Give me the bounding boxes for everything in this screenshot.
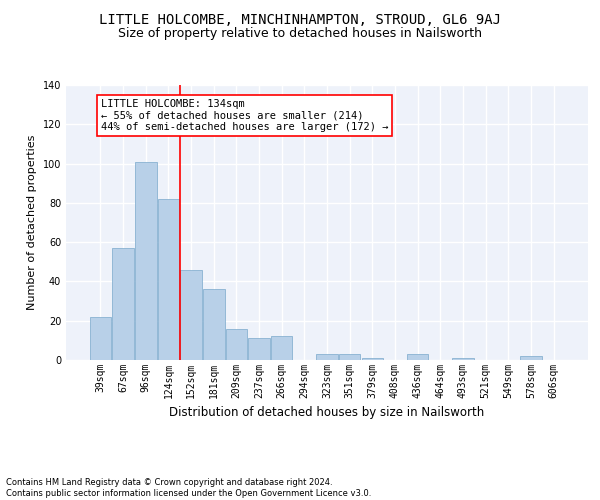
Text: LITTLE HOLCOMBE: 134sqm
← 55% of detached houses are smaller (214)
44% of semi-d: LITTLE HOLCOMBE: 134sqm ← 55% of detache… — [101, 98, 388, 132]
Bar — [271, 336, 292, 360]
Bar — [316, 354, 338, 360]
Text: Contains HM Land Registry data © Crown copyright and database right 2024.
Contai: Contains HM Land Registry data © Crown c… — [6, 478, 371, 498]
Bar — [90, 317, 111, 360]
Bar — [112, 248, 134, 360]
Bar — [407, 354, 428, 360]
Y-axis label: Number of detached properties: Number of detached properties — [27, 135, 37, 310]
Text: Size of property relative to detached houses in Nailsworth: Size of property relative to detached ho… — [118, 28, 482, 40]
Bar — [339, 354, 361, 360]
Bar — [362, 358, 383, 360]
Bar — [520, 356, 542, 360]
Bar — [452, 358, 473, 360]
Bar — [248, 338, 270, 360]
Bar — [226, 328, 247, 360]
Bar — [181, 270, 202, 360]
Bar — [158, 199, 179, 360]
X-axis label: Distribution of detached houses by size in Nailsworth: Distribution of detached houses by size … — [169, 406, 485, 420]
Text: LITTLE HOLCOMBE, MINCHINHAMPTON, STROUD, GL6 9AJ: LITTLE HOLCOMBE, MINCHINHAMPTON, STROUD,… — [99, 12, 501, 26]
Bar — [135, 162, 157, 360]
Bar — [203, 290, 224, 360]
